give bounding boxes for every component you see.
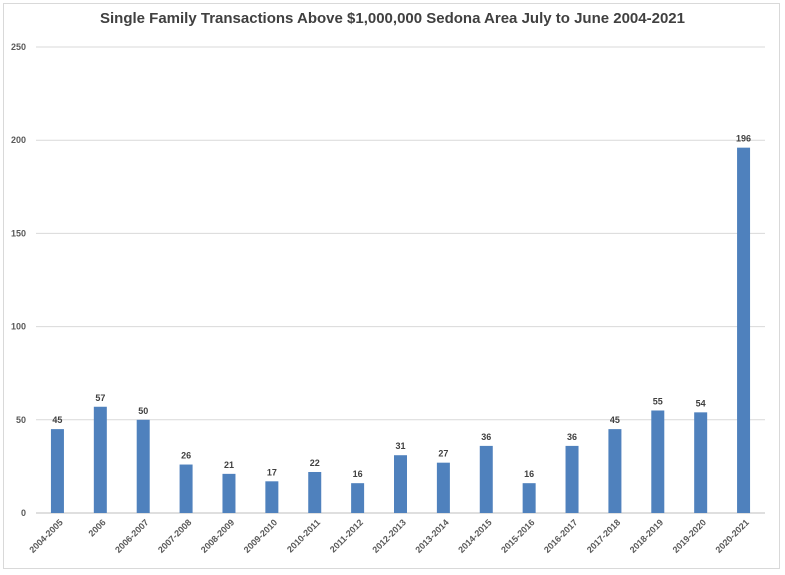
x-tick-label: 2009-2010 [242,517,280,555]
x-tick-label: 2012-2013 [370,517,408,555]
y-tick-label: 200 [11,135,26,145]
bar [222,473,236,513]
data-label: 16 [353,469,363,479]
data-label: 45 [610,415,620,425]
data-label: 196 [736,134,751,144]
x-tick-label: 2016-2017 [542,517,580,555]
x-tick-label: 2004-2005 [27,517,65,555]
y-tick-label: 50 [16,415,26,425]
x-tick-label: 2014-2015 [456,517,494,555]
data-label: 22 [310,458,320,468]
bar [179,464,193,513]
chart-area [3,3,780,569]
data-label: 16 [524,469,534,479]
data-label: 26 [181,451,191,461]
x-tick-label: 2018-2019 [628,517,666,555]
data-label: 45 [52,415,62,425]
bar [651,410,665,513]
data-label: 27 [438,449,448,459]
x-tick-label: 2013-2014 [413,517,451,555]
x-tick-label: 2008-2009 [199,517,237,555]
data-label: 31 [395,441,405,451]
bar [436,462,450,513]
bar [50,429,64,513]
bar [394,455,407,513]
bar [694,412,708,513]
chart-title: Single Family Transactions Above $1,000,… [100,10,685,27]
data-label: 36 [567,432,577,442]
bar [608,429,622,513]
bar [737,147,751,513]
x-tick-label: 2011-2012 [328,517,365,554]
data-label: 36 [481,432,491,442]
x-tick-label: 2007-2008 [156,517,194,555]
y-tick-label: 150 [11,228,26,238]
bar [351,483,365,513]
bar [136,419,150,513]
data-label: 55 [653,396,663,406]
bar [93,406,107,513]
y-tick-label: 100 [11,322,26,332]
data-label: 17 [267,467,277,477]
x-tick-label: 2006-2007 [113,517,151,555]
y-tick-label: 250 [11,42,26,52]
x-tick-label: 2006 [87,517,108,538]
bar [308,471,322,513]
bar [479,445,493,513]
bar [565,445,579,513]
bar [265,481,279,513]
x-tick-label: 2017-2018 [585,517,623,555]
y-tick-label: 0 [21,508,26,518]
data-label: 21 [224,460,234,470]
x-tick-label: 2019-2020 [671,517,709,555]
x-tick-label: 2020-2021 [713,517,751,555]
data-label: 57 [95,393,105,403]
data-label: 50 [138,406,148,416]
bar [522,483,536,513]
data-label: 54 [696,398,706,408]
x-tick-label: 2010-2011 [285,517,322,554]
x-tick-label: 2015-2016 [499,517,537,555]
